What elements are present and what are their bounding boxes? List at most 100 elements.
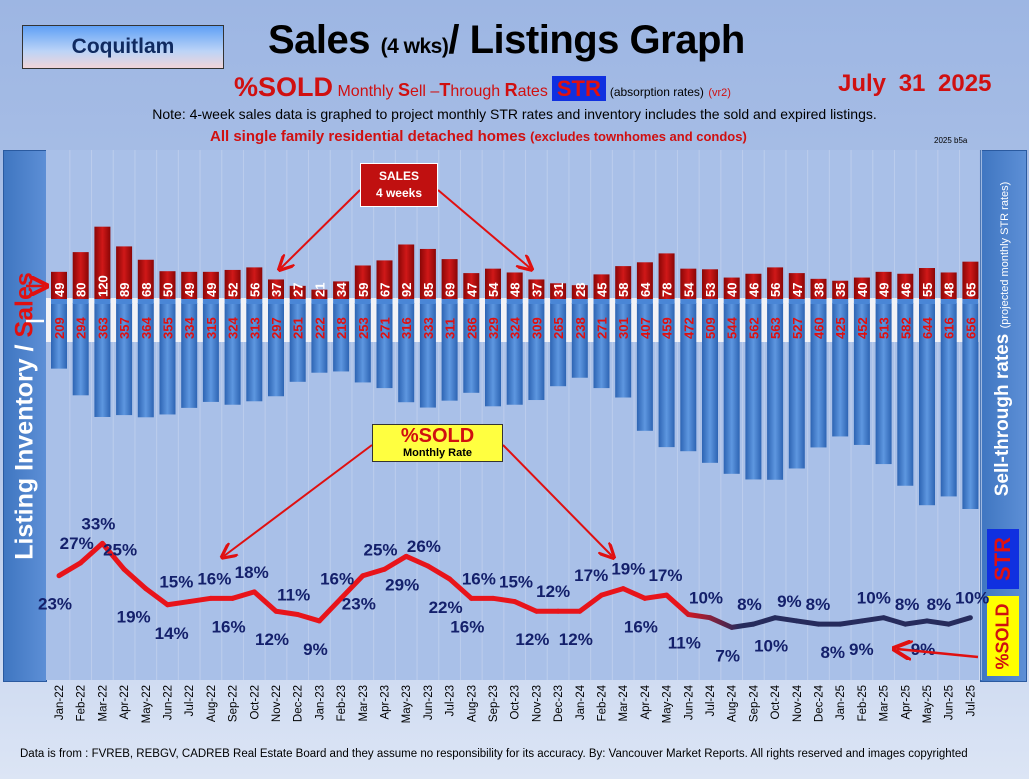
- sales-bar-base: [419, 299, 436, 304]
- inventory-bar: [897, 303, 914, 486]
- str-value-label: 8%: [895, 595, 920, 614]
- str-line-segment: [859, 615, 887, 624]
- sales-bar: [745, 273, 762, 299]
- sales-bar: [897, 273, 914, 299]
- title-weeks: (4 wks): [380, 35, 449, 58]
- inventory-bar: [940, 303, 957, 497]
- sales-bar: [398, 244, 415, 299]
- sales-value-label: 48: [508, 283, 523, 297]
- sold-annotation: %SOLD Monthly Rate: [372, 424, 503, 462]
- inventory-value-label: 363: [95, 317, 110, 339]
- x-tick-label: Apr-22: [119, 685, 131, 720]
- inventory-bar: [658, 303, 675, 448]
- sales-value-label: 68: [139, 283, 154, 297]
- str-line-segment: [946, 615, 973, 627]
- sales-bar-base: [116, 299, 133, 304]
- sales-bar: [94, 226, 111, 299]
- inventory-value-label: 357: [117, 317, 132, 339]
- str-value-label: 25%: [363, 540, 397, 559]
- sales-value-label: 28: [573, 283, 588, 297]
- sales-value-label: 54: [486, 282, 501, 297]
- inventory-value-label: 355: [161, 317, 176, 339]
- sales-value-label: 46: [746, 283, 761, 297]
- inventory-value-label: 316: [399, 317, 414, 339]
- x-tick-label: Nov-23: [531, 685, 543, 722]
- x-tick-label: Jan-24: [575, 684, 587, 720]
- str-line-segment: [902, 618, 930, 627]
- city-label: Coquitlam: [22, 25, 224, 69]
- inventory-bar: [51, 303, 67, 369]
- sales-bar-base: [745, 299, 762, 304]
- str-value-label: 26%: [407, 537, 441, 556]
- sales-bar: [311, 289, 328, 299]
- str-line-segment: [772, 615, 800, 624]
- sales-bar: [593, 274, 610, 299]
- sales-bar: [246, 267, 263, 299]
- x-tick-label: Apr-25: [900, 685, 912, 720]
- sales-bar-base: [593, 299, 610, 304]
- inventory-bar: [441, 303, 458, 401]
- annotation-arrows: [26, 189, 979, 657]
- str-value-label: 19%: [117, 608, 151, 627]
- sales-bar-base: [506, 299, 523, 304]
- inventory-value-label: 209: [52, 317, 67, 339]
- str-line-segment: [837, 618, 865, 627]
- str-value-label: 25%: [103, 540, 137, 559]
- inventory-value-label: 616: [942, 317, 957, 339]
- inventory-value-label: 251: [291, 317, 306, 339]
- inventory-value-label: 218: [334, 317, 349, 339]
- x-tick-label: Apr-24: [640, 684, 652, 719]
- inventory-bar: [810, 303, 827, 448]
- x-tick-label: Aug-23: [466, 685, 478, 722]
- sales-bar: [268, 279, 284, 299]
- str-value-label: 16%: [450, 617, 484, 636]
- x-tick-label: Oct-23: [510, 685, 522, 720]
- inventory-bar: [354, 303, 371, 383]
- x-tick-label: Jan-23: [314, 685, 326, 720]
- sales-bar: [528, 279, 545, 299]
- inventory-value-label: 644: [920, 317, 935, 339]
- inventory-bar: [181, 303, 198, 408]
- x-tick-label: Mar-24: [618, 684, 630, 721]
- sales-bar-base: [788, 299, 805, 304]
- str-value-label: 11%: [277, 585, 310, 604]
- sales-bar: [354, 265, 371, 299]
- str-line-segment: [664, 592, 691, 617]
- inventory-bar: [702, 303, 718, 463]
- sales-bar-base: [72, 299, 89, 304]
- str-line-segment: [295, 611, 322, 624]
- sales-value-label: 45: [595, 283, 610, 297]
- footer-disclaimer: Data is from : FVREB, REBGV, CADREB Real…: [20, 748, 968, 760]
- sales-bar: [224, 269, 241, 299]
- inventory-bar: [571, 303, 588, 378]
- sales-value-label: 67: [378, 283, 393, 297]
- sales-value-label: 35: [833, 283, 848, 297]
- sales-value-label: 53: [703, 283, 718, 297]
- str-value-label: 18%: [235, 563, 269, 582]
- str-line-segment: [599, 586, 626, 598]
- subtitle-sold: %SOLD: [234, 72, 334, 102]
- x-tick-label: Aug-22: [206, 685, 218, 722]
- inventory-bar: [723, 303, 740, 474]
- str-value-label: 16%: [320, 569, 354, 588]
- str-line-segment: [230, 589, 257, 601]
- inventory-value-label: 297: [269, 317, 284, 339]
- str-line-segment: [251, 589, 279, 614]
- scope-text: All single family residential detached h…: [210, 128, 531, 145]
- inventory-value-label: 313: [247, 317, 262, 339]
- str-line-segment: [729, 621, 756, 630]
- latest-arrow: [897, 649, 979, 657]
- title-listings: / Listings Graph: [448, 18, 745, 62]
- sales-value-label: 38: [812, 283, 827, 297]
- str-value-label: 23%: [342, 595, 376, 614]
- sales-bar: [853, 277, 870, 299]
- str-value-label: 9%: [303, 640, 328, 659]
- str-line-segment: [78, 540, 105, 566]
- inventory-bar: [485, 303, 501, 407]
- sales-bar-base: [398, 299, 415, 304]
- x-tick-label: Oct-22: [249, 685, 261, 720]
- sales-annotation-sub: 4 weeks: [375, 186, 423, 200]
- inventory-value-label: 238: [573, 317, 588, 339]
- x-tick-label: Jun-24: [683, 684, 695, 720]
